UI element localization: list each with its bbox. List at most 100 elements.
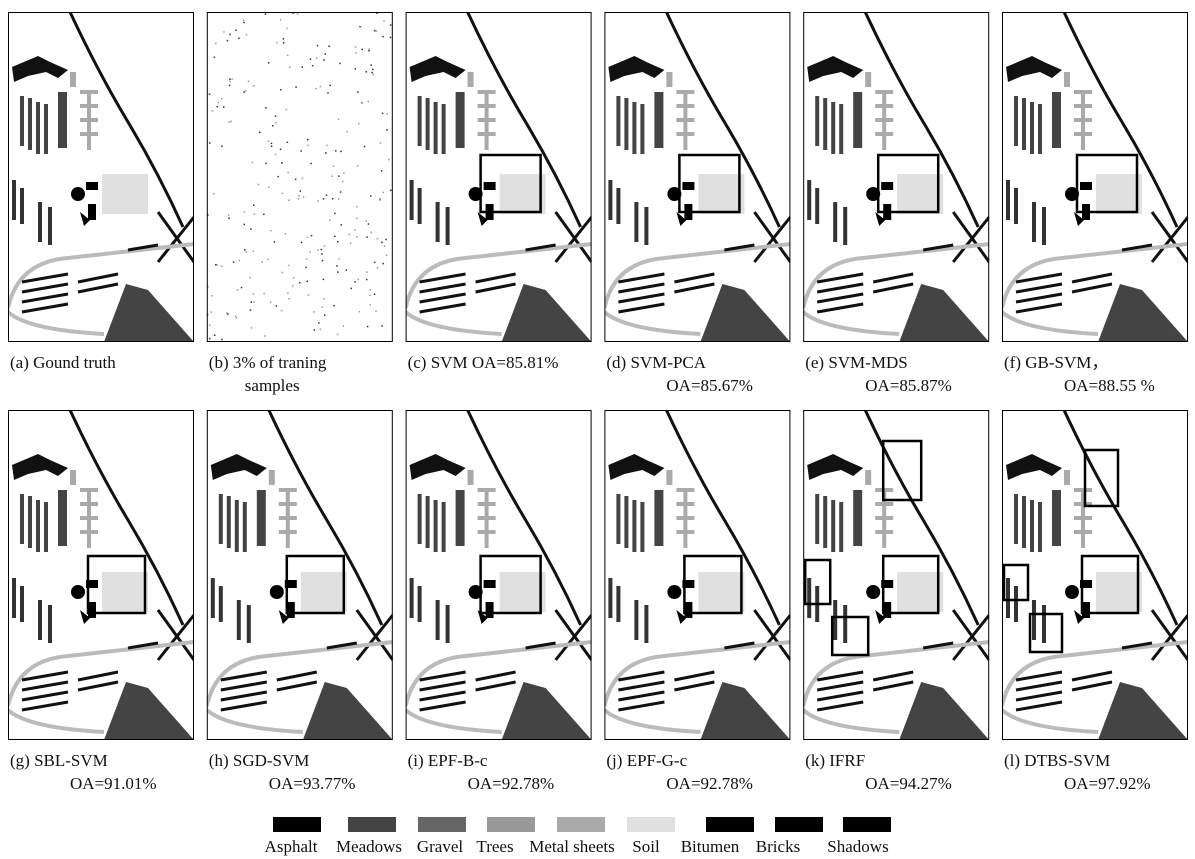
classification-map (604, 410, 790, 740)
sample-dot (263, 214, 265, 216)
legend-label: Soil (632, 837, 660, 856)
sample-dot (321, 249, 323, 251)
sample-dot (286, 109, 288, 111)
sample-dot (253, 293, 255, 295)
sample-dot (282, 272, 284, 274)
sample-dot (209, 324, 211, 326)
legend-label: Meadows (336, 837, 402, 856)
sample-dot (277, 176, 279, 178)
panel: (i) EPF-B-cOA=92.78% (406, 410, 592, 793)
sample-dot (368, 101, 370, 103)
sample-dot (275, 154, 277, 156)
sample-dot (228, 214, 230, 216)
sample-dot (307, 145, 309, 147)
sample-dot (377, 238, 379, 240)
sample-dot (361, 49, 363, 51)
sample-dot (252, 251, 254, 253)
panel-caption: OA=85.67% (666, 376, 753, 395)
sample-dot (297, 13, 299, 15)
sample-dot (267, 259, 269, 261)
sample-dot (263, 293, 265, 295)
sample-dot (280, 149, 282, 151)
panel-caption: OA=92.78% (666, 774, 753, 793)
sample-dot (274, 241, 276, 243)
sample-dot (362, 102, 364, 104)
sample-dot (209, 93, 211, 95)
sample-dot (338, 175, 340, 177)
sample-dot (298, 195, 300, 197)
legend-swatch (557, 817, 605, 832)
sample-dot (327, 92, 329, 94)
sample-dot (268, 186, 270, 188)
sample-dot (385, 239, 387, 241)
sample-dot (323, 279, 325, 281)
panel-caption: (d) SVM-PCA (606, 353, 706, 372)
panel-caption: (a) Gound truth (10, 353, 116, 372)
sample-dot (243, 22, 245, 24)
sample-dot (300, 150, 302, 152)
sample-dot (356, 236, 358, 238)
sample-dot (376, 30, 378, 32)
sample-dot (324, 245, 326, 247)
sample-dot (250, 228, 252, 230)
sample-dot (265, 13, 267, 15)
sample-dot (366, 71, 368, 73)
sample-dot (340, 191, 342, 193)
sample-dot (258, 184, 260, 186)
panel-caption: (b) 3% of traning (209, 353, 327, 372)
sample-dot (358, 123, 360, 125)
sample-dot (288, 200, 290, 202)
sample-dot (377, 267, 379, 269)
sample-dot (386, 255, 388, 256)
sample-dot (271, 145, 273, 147)
sample-dot (329, 85, 331, 87)
panel: (e) SVM-MDSOA=85.87% (803, 12, 989, 395)
sample-dot (355, 52, 357, 54)
sample-dot (229, 81, 231, 83)
sample-dot (371, 72, 373, 74)
sample-dot (375, 310, 377, 312)
sample-dot (293, 277, 295, 279)
sample-dot (326, 145, 328, 147)
sample-dot (366, 271, 368, 273)
sample-dot (323, 298, 325, 300)
sample-dot (280, 19, 282, 21)
sample-dot (212, 110, 214, 112)
sample-dot (244, 249, 246, 251)
sample-dot (229, 34, 231, 36)
sample-dot (322, 260, 324, 262)
classification-map (406, 12, 592, 342)
sample-dot (249, 277, 251, 279)
sample-dot (342, 181, 344, 183)
sample-dot (333, 165, 335, 167)
sample-dot (253, 301, 255, 303)
sample-dot (381, 242, 383, 244)
sample-dot (245, 90, 247, 92)
sample-dot (302, 66, 304, 68)
sample-dot (215, 264, 217, 266)
panel-caption: (g) SBL-SVM (10, 751, 108, 770)
sample-dot (287, 292, 289, 294)
sample-dot (252, 162, 254, 164)
panel-caption: (e) SVM-MDS (805, 353, 907, 372)
sample-dot (316, 57, 318, 59)
sample-dot (323, 198, 325, 200)
panel-caption: OA=91.01% (70, 774, 157, 793)
sample-dot (317, 249, 319, 251)
sample-dot (211, 311, 213, 313)
legend-label: Bricks (756, 837, 800, 856)
sample-dot (265, 107, 267, 109)
legend-swatch (487, 817, 535, 832)
sample-dot (338, 198, 340, 200)
classification-map (803, 12, 989, 342)
sample-dot (236, 317, 238, 319)
sample-dot (250, 309, 252, 311)
panel-caption: (i) EPF-B-c (408, 751, 488, 770)
sample-dot (321, 306, 323, 308)
sample-dot (246, 34, 248, 36)
sample-dot (339, 63, 341, 65)
sample-dot (356, 218, 358, 220)
panel-caption: OA=94.27% (865, 774, 952, 793)
sample-dot (338, 118, 340, 120)
sample-dot (306, 281, 308, 283)
